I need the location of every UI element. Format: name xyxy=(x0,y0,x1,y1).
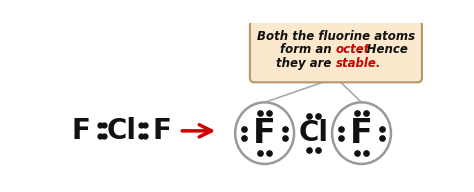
Text: Cl: Cl xyxy=(299,119,328,147)
Text: they are: they are xyxy=(276,57,336,70)
FancyBboxPatch shape xyxy=(250,21,422,82)
Text: octet: octet xyxy=(336,44,370,56)
Text: Cl: Cl xyxy=(106,117,136,145)
Text: Both the fluorine atoms: Both the fluorine atoms xyxy=(257,30,415,43)
Text: F: F xyxy=(253,117,276,150)
Text: stable.: stable. xyxy=(336,57,381,70)
Text: . Hence: . Hence xyxy=(357,44,408,56)
Text: F: F xyxy=(350,117,373,150)
Text: form an: form an xyxy=(280,44,336,56)
Text: F: F xyxy=(153,117,172,145)
Text: F: F xyxy=(72,117,91,145)
